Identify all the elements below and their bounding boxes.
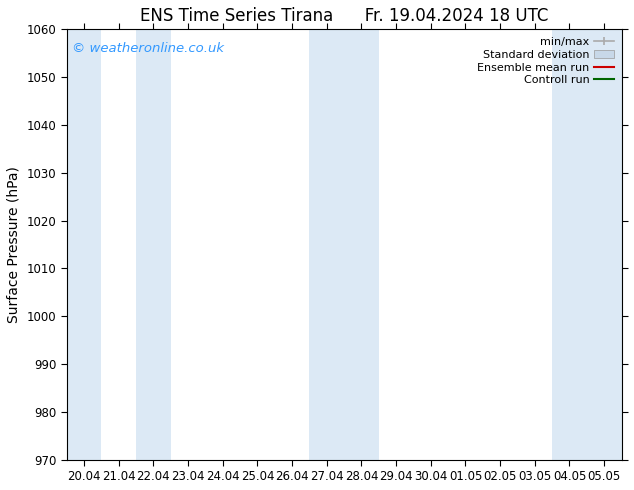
Title: ENS Time Series Tirana      Fr. 19.04.2024 18 UTC: ENS Time Series Tirana Fr. 19.04.2024 18… — [140, 7, 548, 25]
Bar — [67, 29, 101, 460]
Bar — [344, 29, 378, 460]
Legend: min/max, Standard deviation, Ensemble mean run, Controll run: min/max, Standard deviation, Ensemble me… — [472, 33, 618, 90]
Bar — [136, 29, 171, 460]
Bar — [309, 29, 344, 460]
Y-axis label: Surface Pressure (hPa): Surface Pressure (hPa) — [7, 166, 21, 323]
Text: © weatheronline.co.uk: © weatheronline.co.uk — [72, 42, 224, 55]
Bar — [552, 29, 587, 460]
Bar — [587, 29, 621, 460]
